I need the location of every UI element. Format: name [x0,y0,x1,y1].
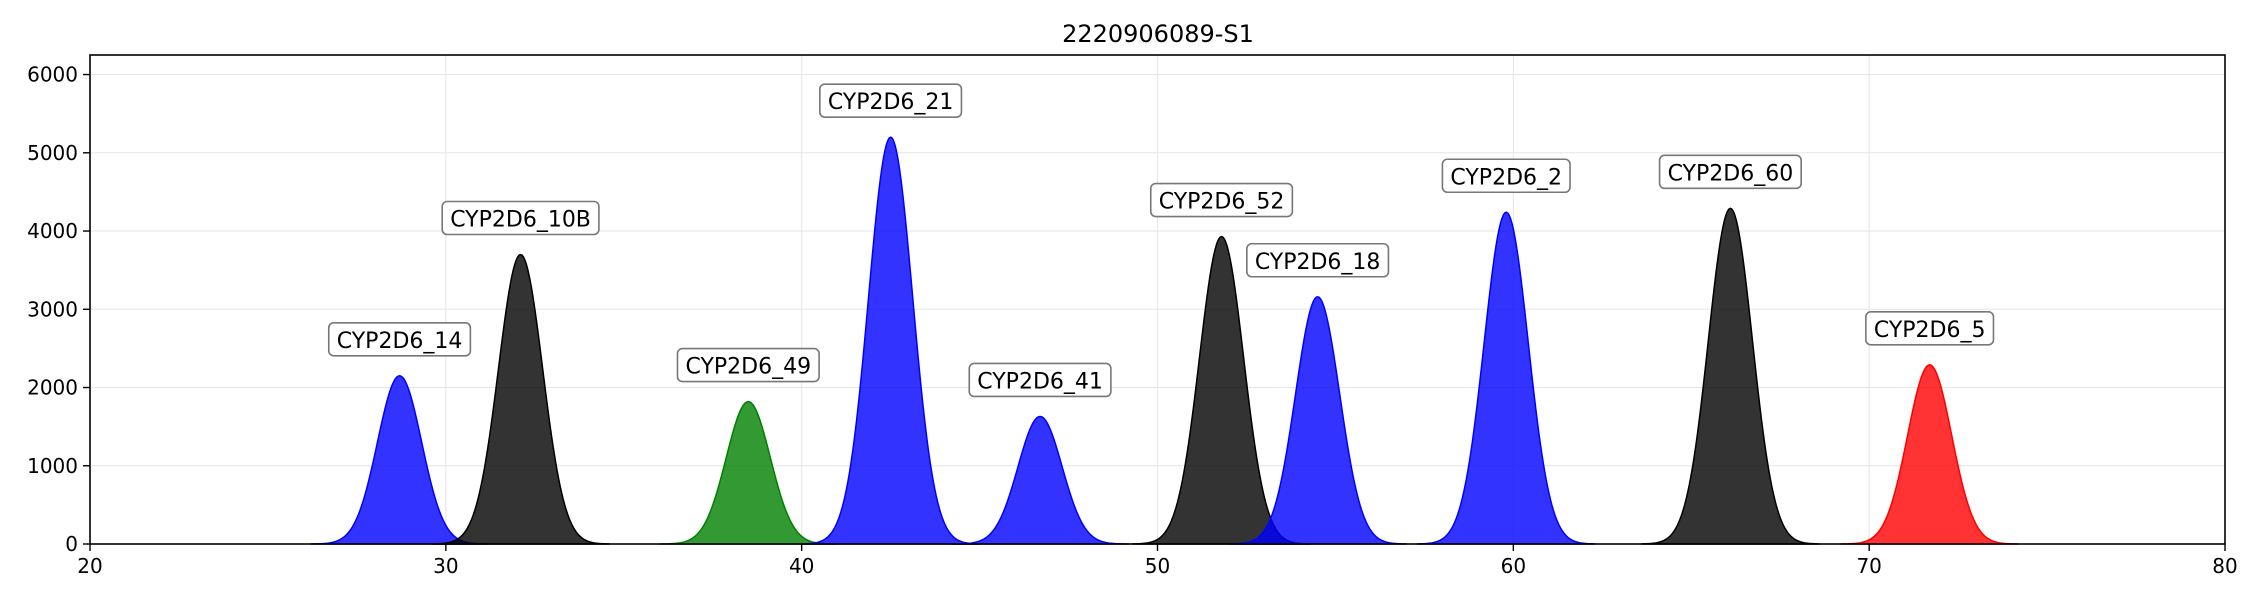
peak-label: CYP2D6_14 [327,321,472,357]
label-layer: CYP2D6_14 CYP2D6_10B CYP2D6_49 CYP2D6_21 CYP… [327,83,1995,398]
y-tick-label: 4000 [27,219,78,243]
series-layer [310,136,2019,545]
x-tick-label: 40 [789,554,814,578]
y-tick-label: 1000 [27,454,78,478]
peak-label: CYP2D6_21 [819,83,963,118]
peak-area [951,415,1130,545]
peak-label-box [441,200,600,236]
peak-label-text: CYP2D6_5 [1874,318,1986,343]
peak-area [310,375,489,545]
chart-title: 2220906089-S1 [1062,20,1254,48]
peak-label-text: CYP2D6_21 [828,90,954,115]
x-tick-label: 80 [2212,554,2237,578]
peak-label-box [327,321,472,357]
peak-label-box [676,347,820,383]
y-tick-label: 0 [65,532,78,556]
peak-area [1840,364,2019,545]
x-tick-label: 30 [433,554,458,578]
peak-label-text: CYP2D6_18 [1255,250,1381,275]
x-tick-label: 20 [77,554,102,578]
x-tick-label: 60 [1501,554,1526,578]
peak-label-box [968,362,1112,398]
peak-area [801,136,980,545]
peak-label-text: CYP2D6_14 [337,329,463,354]
peak-label-box [1865,311,1995,346]
peak-label-box [1658,154,1802,190]
peak-label-text: CYP2D6_10B [450,208,591,233]
peak-label-box [1149,182,1294,218]
peak-label-text: CYP2D6_2 [1450,165,1562,190]
peak-label: CYP2D6_18 [1246,242,1390,278]
peak-area [659,400,838,545]
peak-label: CYP2D6_2 [1441,158,1571,194]
peak-area [431,253,610,545]
peak-label: CYP2D6_49 [676,347,820,383]
peak-label-box [1441,158,1571,194]
peak-label-box [819,83,963,118]
x-tick-label: 50 [1145,554,1170,578]
peak-label: CYP2D6_10B [441,200,600,236]
y-tick-label: 6000 [27,63,78,87]
peak-label-text: CYP2D6_49 [685,355,811,380]
peak-label-text: CYP2D6_60 [1668,161,1794,186]
axis-layer: 20 30 40 50 60 70 80 0 1000 2000 3000 4000 5000 6000 [27,63,2238,578]
x-tick-label: 70 [1856,554,1881,578]
peak-label: CYP2D6_60 [1658,154,1802,190]
y-tick-label: 3000 [27,297,78,321]
peak-label-text: CYP2D6_52 [1159,190,1285,215]
peak-area [1641,207,1820,545]
peak-area [1228,295,1407,545]
peak-label-box [1246,242,1390,278]
peak-label-text: CYP2D6_41 [977,369,1103,394]
peak-label: CYP2D6_5 [1865,311,1995,346]
y-tick-label: 5000 [27,141,78,165]
peak-label: CYP2D6_52 [1149,182,1294,218]
peak-area [1417,211,1596,545]
y-tick-label: 2000 [27,376,78,400]
peak-label: CYP2D6_41 [968,362,1112,398]
